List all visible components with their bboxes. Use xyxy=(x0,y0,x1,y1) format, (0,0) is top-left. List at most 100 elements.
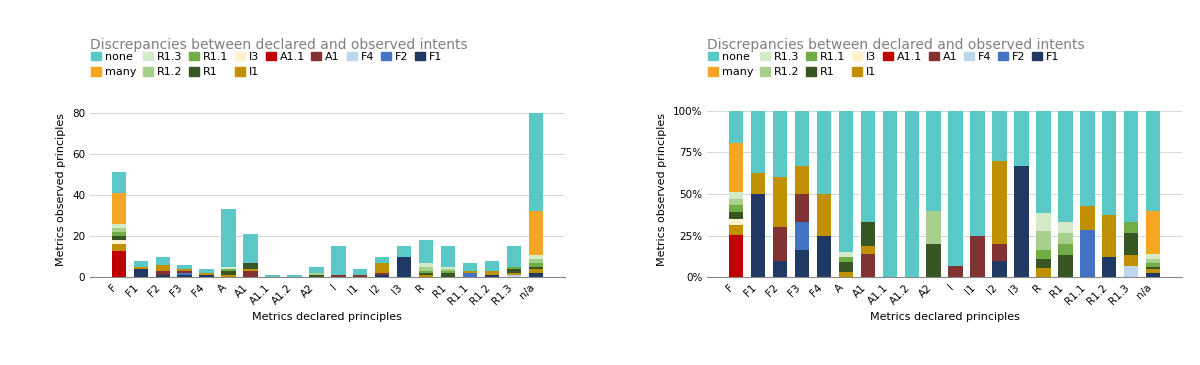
Bar xyxy=(1037,250,1050,259)
Bar xyxy=(485,261,499,271)
Bar xyxy=(529,211,544,255)
Bar xyxy=(529,263,544,267)
Bar xyxy=(419,275,433,277)
Bar xyxy=(222,271,235,275)
Bar xyxy=(331,275,346,277)
X-axis label: Metrics declared principles: Metrics declared principles xyxy=(252,312,402,322)
Bar xyxy=(463,273,478,277)
Bar xyxy=(112,224,126,228)
Bar xyxy=(442,269,455,271)
Bar xyxy=(156,257,169,265)
Bar xyxy=(1124,111,1139,222)
Bar xyxy=(1058,255,1073,277)
Bar xyxy=(463,271,478,273)
Bar xyxy=(178,275,192,277)
Bar xyxy=(773,177,787,227)
Bar xyxy=(839,262,853,272)
Text: Discrepancies between declared and observed intents: Discrepancies between declared and obser… xyxy=(90,38,468,53)
Bar xyxy=(1037,231,1050,250)
Bar xyxy=(287,275,301,277)
Bar xyxy=(1037,268,1050,277)
Bar xyxy=(1037,259,1050,268)
Bar xyxy=(794,222,809,250)
Bar xyxy=(1146,254,1160,259)
Bar xyxy=(751,111,766,173)
Bar xyxy=(463,263,478,271)
Bar xyxy=(1080,230,1094,277)
Bar xyxy=(1080,206,1094,230)
Bar xyxy=(839,272,853,277)
Bar xyxy=(728,205,743,212)
Bar xyxy=(860,254,875,277)
Bar xyxy=(353,269,367,275)
Bar xyxy=(1146,269,1160,273)
Bar xyxy=(1058,233,1073,244)
Bar xyxy=(1124,255,1139,266)
Bar xyxy=(506,269,521,273)
Bar xyxy=(442,273,455,277)
Bar xyxy=(222,210,235,267)
Bar xyxy=(133,261,148,267)
Bar xyxy=(1037,111,1050,212)
Bar xyxy=(1146,111,1160,211)
X-axis label: Metrics declared principles: Metrics declared principles xyxy=(870,312,1020,322)
Bar xyxy=(244,234,258,263)
Bar xyxy=(1146,267,1160,269)
Bar xyxy=(1103,215,1116,257)
Bar xyxy=(1146,211,1160,254)
Bar xyxy=(728,212,743,219)
Bar xyxy=(222,275,235,277)
Bar xyxy=(1124,233,1139,255)
Bar xyxy=(1037,212,1050,231)
Bar xyxy=(506,267,521,269)
Bar xyxy=(1058,222,1073,233)
Bar xyxy=(751,173,766,194)
Bar xyxy=(222,267,235,269)
Bar xyxy=(794,194,809,222)
Bar xyxy=(376,263,390,273)
Bar xyxy=(529,255,544,259)
Bar xyxy=(992,161,1007,244)
Bar xyxy=(156,265,169,271)
Bar xyxy=(1146,263,1160,267)
Bar xyxy=(376,257,390,263)
Bar xyxy=(839,257,853,262)
Bar xyxy=(926,244,941,277)
Bar xyxy=(728,225,743,235)
Y-axis label: Metrics observed principles: Metrics observed principles xyxy=(658,113,667,266)
Bar xyxy=(178,265,192,269)
Bar xyxy=(485,275,499,277)
Bar xyxy=(860,222,875,246)
Bar xyxy=(794,111,809,166)
Bar xyxy=(112,240,126,245)
Bar xyxy=(1103,111,1116,215)
Bar xyxy=(1146,259,1160,263)
Bar xyxy=(728,192,743,199)
Bar xyxy=(199,273,214,275)
Bar xyxy=(178,269,192,271)
Bar xyxy=(376,275,390,277)
Bar xyxy=(817,111,830,194)
Bar xyxy=(839,111,853,252)
Bar xyxy=(529,273,544,277)
Bar xyxy=(376,273,390,275)
Bar xyxy=(948,266,962,277)
Bar xyxy=(310,273,324,275)
Bar xyxy=(1058,111,1073,222)
Bar xyxy=(397,257,412,277)
Bar xyxy=(112,245,126,251)
Bar xyxy=(905,111,919,277)
Bar xyxy=(1146,273,1160,277)
Bar xyxy=(442,267,455,269)
Bar xyxy=(1080,111,1094,206)
Bar xyxy=(112,251,126,277)
Bar xyxy=(133,269,148,277)
Bar xyxy=(310,275,324,277)
Bar xyxy=(112,236,126,240)
Bar xyxy=(1124,222,1139,233)
Bar xyxy=(751,194,766,277)
Bar xyxy=(529,112,544,211)
Text: Discrepancies between declared and observed intents: Discrepancies between declared and obser… xyxy=(707,38,1085,53)
Bar xyxy=(419,271,433,273)
Bar xyxy=(310,267,324,273)
